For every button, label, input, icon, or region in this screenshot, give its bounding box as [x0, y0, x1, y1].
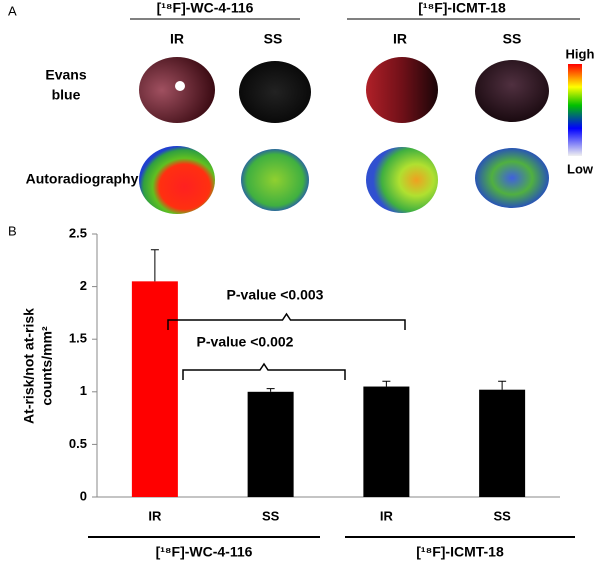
- x-tick-label: SS: [493, 508, 511, 523]
- error-bar: [498, 380, 507, 390]
- y-tick-label: 1.5: [69, 331, 87, 346]
- group-label: [¹⁸F]-WC-4-116: [157, 0, 254, 16]
- row-label: Evans: [45, 67, 86, 83]
- group-label: [¹⁸F]-ICMT-18: [418, 0, 506, 16]
- autoradiograph: [241, 149, 309, 211]
- y-tick-label: 2: [80, 278, 87, 293]
- bar: [363, 386, 410, 497]
- column-label: SS: [503, 31, 522, 47]
- y-tick-label: 2.5: [69, 225, 87, 240]
- row-label: blue: [52, 87, 81, 103]
- error-bar: [150, 249, 159, 282]
- column-label: IR: [170, 31, 184, 47]
- autoradiograph: [475, 148, 549, 208]
- heart-image: [175, 81, 185, 91]
- annotation: P-value <0.003: [227, 287, 324, 303]
- panel-label: A: [8, 3, 17, 18]
- colorbar-label: High: [566, 46, 595, 61]
- colorbar: [568, 64, 582, 156]
- bar: [247, 391, 294, 497]
- group-label: [¹⁸F]-WC-4-116: [156, 544, 253, 560]
- bar: [131, 281, 178, 497]
- y-axis-label: At-risk/not at-risk: [21, 308, 37, 424]
- heart-image: [475, 60, 549, 122]
- y-tick-label: 0.5: [69, 436, 87, 451]
- x-tick-label: IR: [148, 508, 162, 523]
- y-tick-label: 1: [80, 383, 87, 398]
- bar: [479, 389, 526, 497]
- column-label: SS: [264, 31, 283, 47]
- panel-a: A [¹⁸F]-WC-4-116 [¹⁸F]-ICMT-18 IR SS IR …: [8, 0, 594, 214]
- autoradiograph: [139, 146, 215, 214]
- x-tick-label: SS: [262, 508, 280, 523]
- y-tick-label: 0: [80, 488, 87, 503]
- significance-bracket: [182, 362, 346, 380]
- autoradiograph: [366, 147, 438, 213]
- error-bar: [266, 388, 275, 392]
- column-label: IR: [393, 31, 407, 47]
- colorbar-label: Low: [567, 161, 594, 176]
- x-tick-label: IR: [380, 508, 394, 523]
- significance-bracket: [167, 312, 406, 330]
- row-label: Autoradiography: [26, 171, 139, 187]
- group-label: [¹⁸F]-ICMT-18: [416, 544, 504, 560]
- y-axis-label: counts/mm²: [39, 326, 55, 406]
- panel-label: B: [8, 223, 17, 238]
- heart-image: [366, 57, 438, 123]
- annotation: P-value <0.002: [197, 334, 294, 350]
- heart-image: [239, 61, 311, 123]
- panel-b: B At-risk/not at-risk counts/mm²: [8, 223, 55, 424]
- error-bar: [382, 380, 391, 387]
